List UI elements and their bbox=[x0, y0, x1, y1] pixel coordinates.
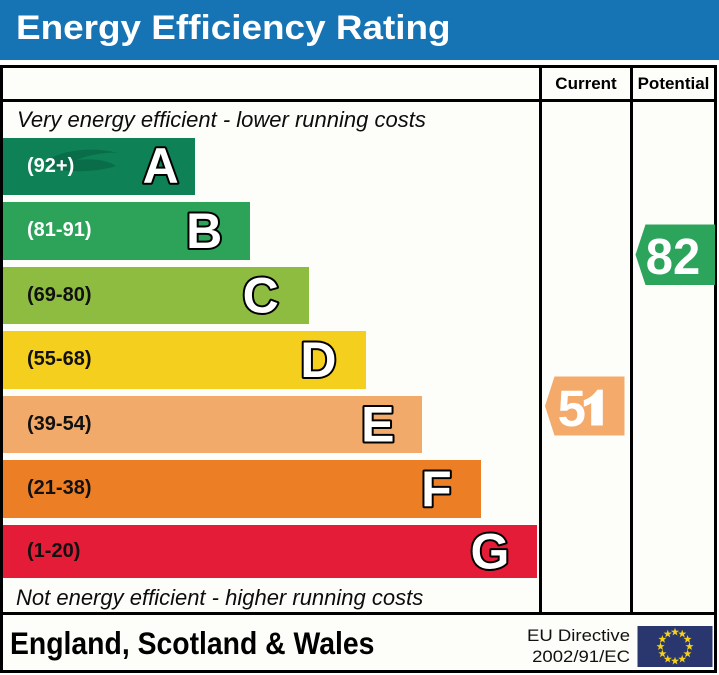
svg-text:82: 82 bbox=[646, 228, 701, 285]
svg-text:D: D bbox=[300, 332, 336, 388]
svg-text:B: B bbox=[186, 203, 222, 259]
svg-text:G: G bbox=[471, 524, 510, 580]
svg-text:C: C bbox=[243, 267, 279, 323]
svg-text:A: A bbox=[143, 138, 179, 194]
svg-text:F: F bbox=[421, 461, 452, 517]
svg-text:E: E bbox=[361, 396, 394, 452]
svg-text:5: 5 bbox=[558, 380, 586, 437]
